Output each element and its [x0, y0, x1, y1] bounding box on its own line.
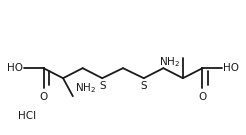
Text: HO: HO [7, 63, 23, 73]
Text: S: S [99, 81, 106, 91]
Text: NH$_2$: NH$_2$ [75, 81, 96, 95]
Text: NH$_2$: NH$_2$ [159, 55, 181, 69]
Text: O: O [198, 92, 207, 102]
Text: O: O [39, 92, 48, 102]
Text: HO: HO [223, 63, 239, 73]
Text: HCl: HCl [18, 111, 36, 121]
Text: S: S [140, 81, 147, 91]
